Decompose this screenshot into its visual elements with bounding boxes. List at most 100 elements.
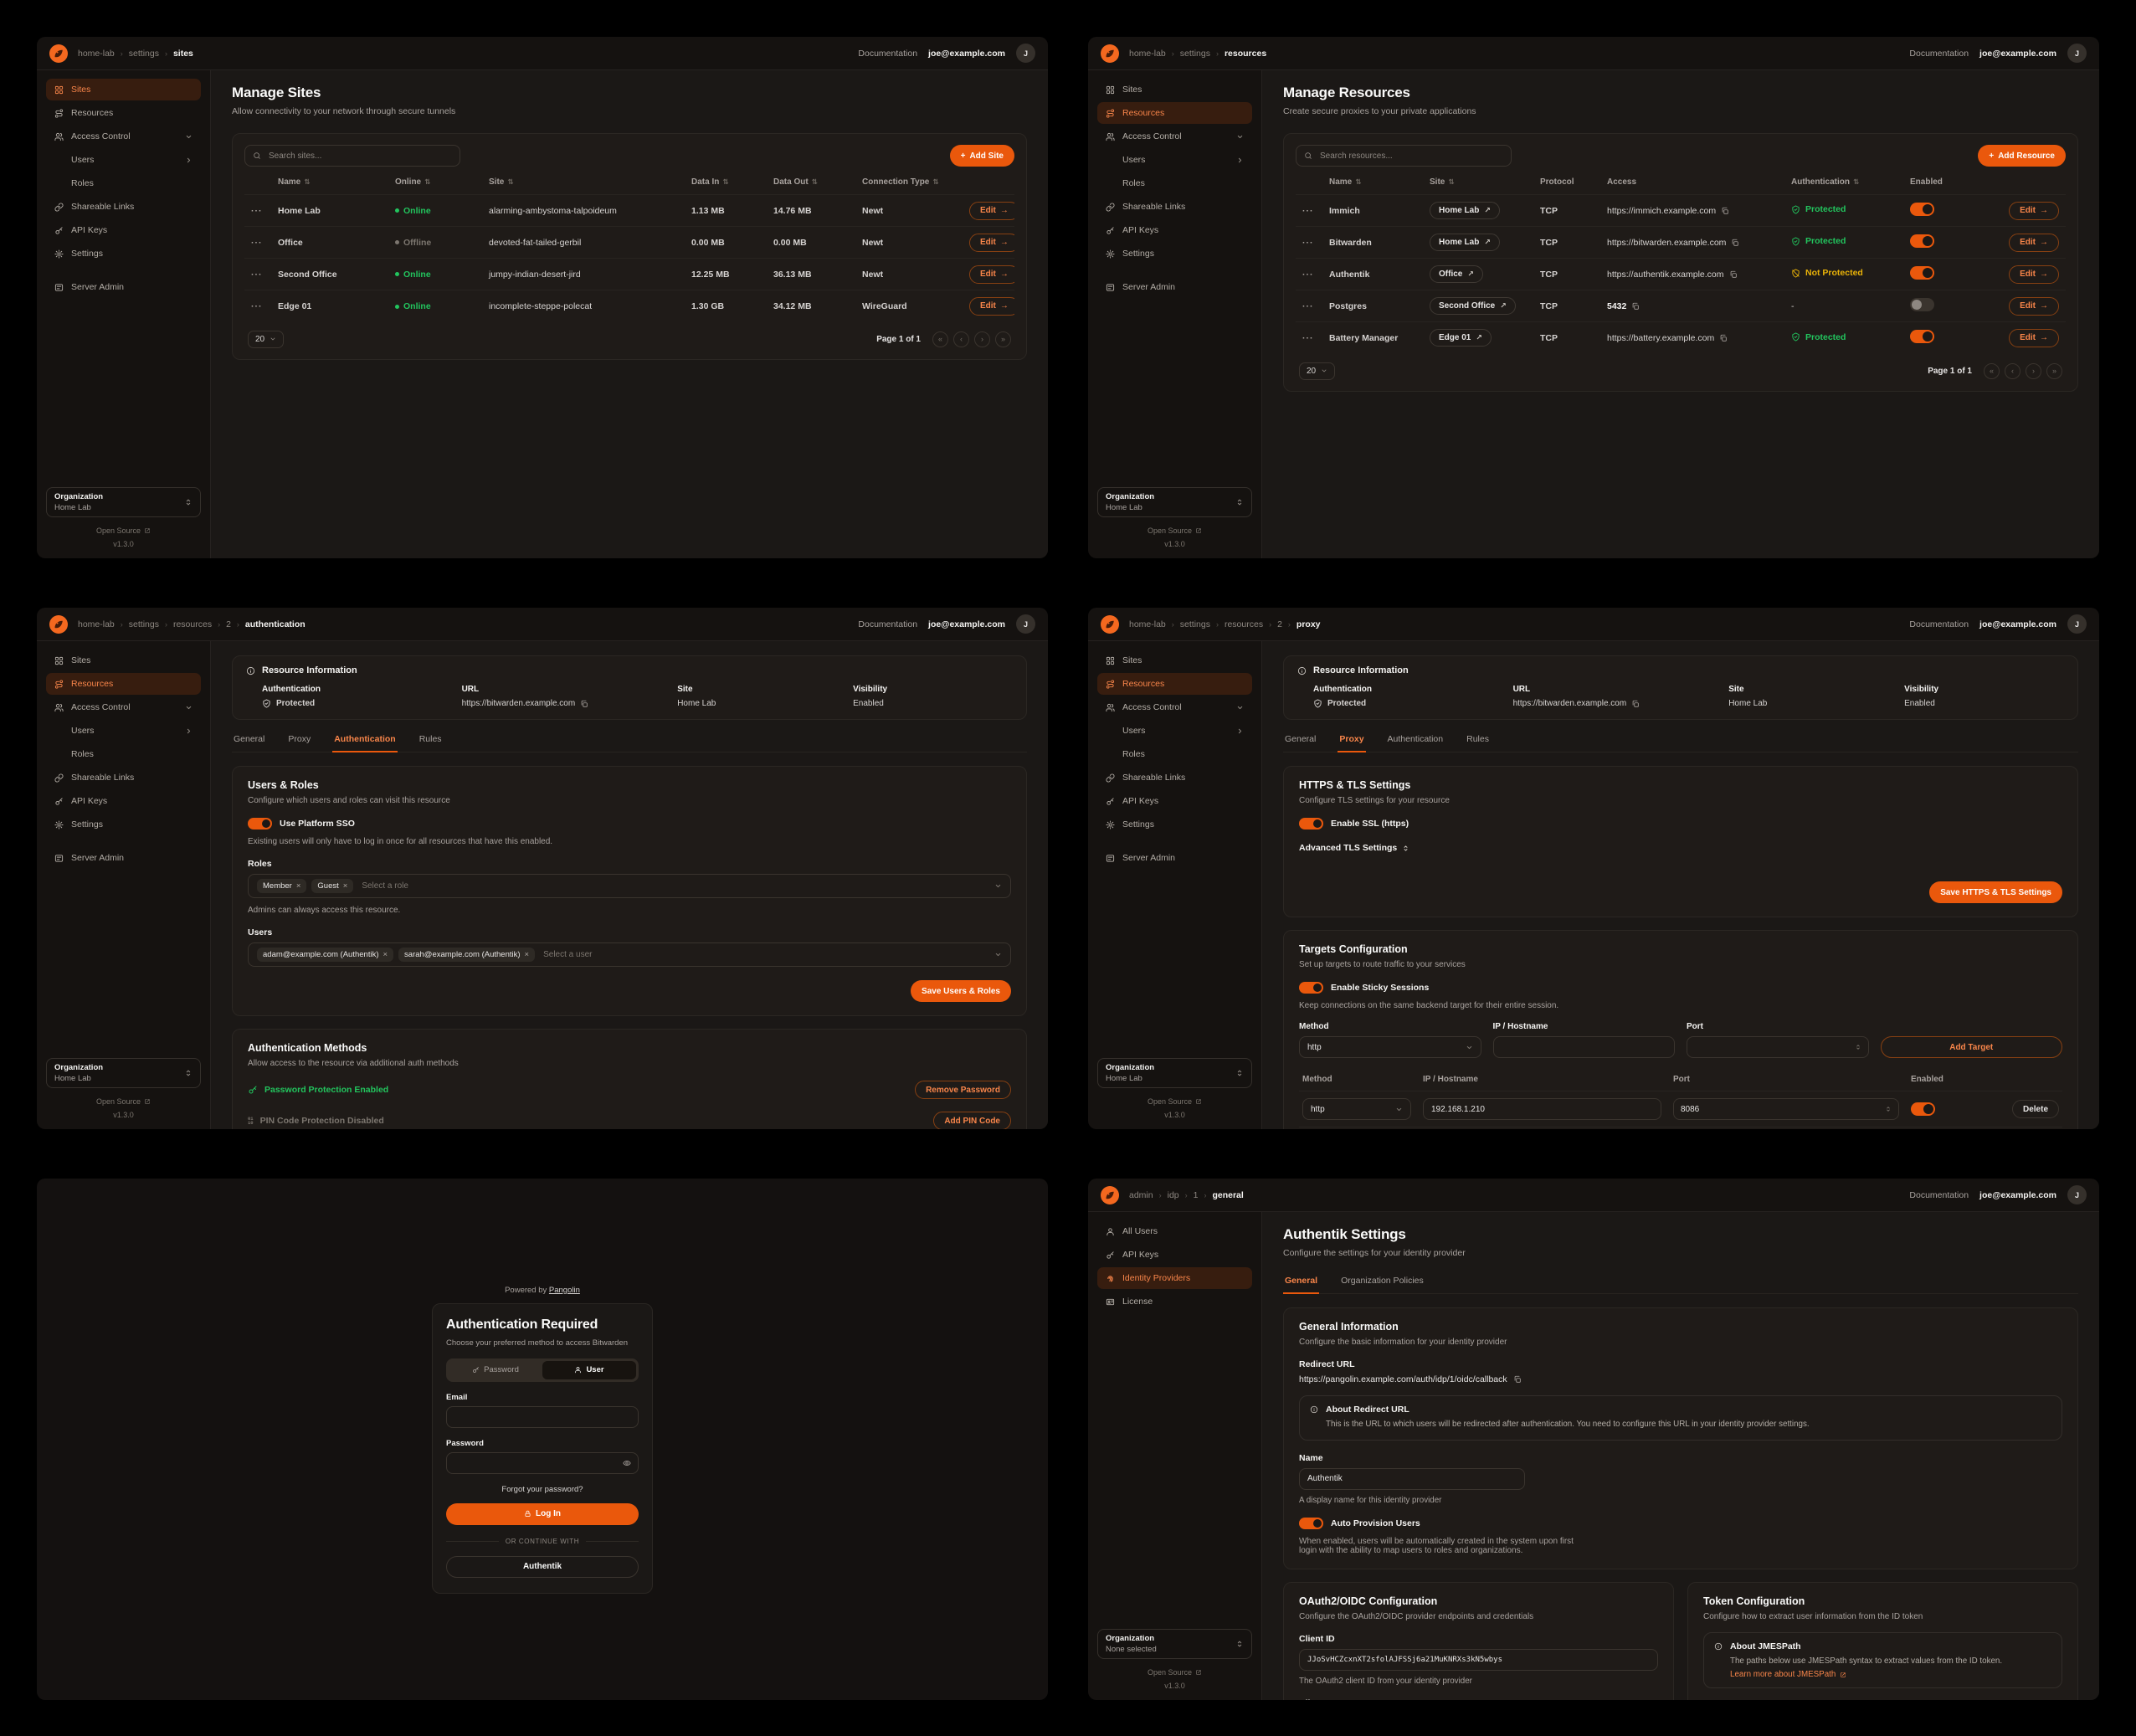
first-page-button[interactable]: «: [932, 331, 948, 347]
documentation-link[interactable]: Documentation: [1909, 1189, 1969, 1200]
enabled-toggle[interactable]: [1910, 203, 1934, 216]
copy-icon[interactable]: [1731, 239, 1739, 247]
sidebar-item-access-control[interactable]: Access Control: [1097, 126, 1252, 147]
pangolin-logo-icon[interactable]: [1101, 1186, 1119, 1204]
tab-authentication[interactable]: Authentication: [1387, 734, 1444, 744]
sidebar-item-server-admin[interactable]: Server Admin: [46, 276, 201, 298]
port-input[interactable]: [1687, 1036, 1869, 1058]
resource-url[interactable]: https://bitwarden.example.com: [461, 699, 576, 708]
breadcrumb-item[interactable]: settings: [1179, 619, 1210, 629]
breadcrumb-item[interactable]: admin: [1129, 1189, 1153, 1200]
sidebar-item-sites[interactable]: Sites: [1097, 650, 1252, 671]
edit-button[interactable]: Edit →: [969, 265, 1014, 284]
tab-authentication[interactable]: Authentication: [332, 728, 398, 752]
row-menu-button[interactable]: ···: [1302, 205, 1314, 216]
open-source-link[interactable]: Open Source: [96, 1097, 151, 1106]
tab-general[interactable]: General: [234, 734, 265, 744]
edit-button[interactable]: Edit →: [969, 201, 1014, 220]
sidebar-item-access-control[interactable]: Access Control: [46, 696, 201, 718]
site-link[interactable]: Edge 01 ↗: [1430, 329, 1492, 347]
tab-proxy[interactable]: Proxy: [288, 734, 311, 744]
site-link[interactable]: Second Office ↗: [1430, 297, 1516, 315]
tab-general[interactable]: General: [1285, 734, 1317, 744]
client-id-input[interactable]: [1299, 1648, 1658, 1671]
documentation-link[interactable]: Documentation: [858, 48, 918, 59]
search-input[interactable]: [244, 145, 460, 167]
add-resource-button[interactable]: + Add Resource: [1978, 145, 2066, 167]
row-menu-button[interactable]: ···: [1302, 269, 1314, 280]
sidebar-item-settings[interactable]: Settings: [46, 243, 201, 265]
advanced-tls-settings[interactable]: Advanced TLS Settings: [1299, 843, 2062, 853]
copy-icon[interactable]: [580, 700, 588, 708]
sidebar-item-server-admin[interactable]: Server Admin: [1097, 276, 1252, 298]
breadcrumb-item[interactable]: home-lab: [1129, 619, 1166, 629]
sticky-sessions-toggle[interactable]: [1299, 982, 1323, 994]
tab-rules[interactable]: Rules: [418, 734, 442, 744]
row-menu-button[interactable]: ···: [251, 269, 263, 280]
enabled-toggle[interactable]: [1910, 330, 1934, 344]
avatar[interactable]: J: [2067, 44, 2087, 63]
breadcrumb-item[interactable]: settings: [128, 619, 159, 629]
sidebar-item-settings[interactable]: Settings: [1097, 814, 1252, 835]
tab-rules[interactable]: Rules: [1466, 734, 1489, 744]
pangolin-logo-icon[interactable]: [1101, 44, 1119, 63]
sidebar-item-server-admin[interactable]: Server Admin: [46, 847, 201, 869]
user-email[interactable]: joe@example.com: [1979, 48, 2056, 59]
site-link[interactable]: Office ↗: [1430, 265, 1483, 283]
sidebar-item-access-control[interactable]: Access Control: [1097, 696, 1252, 718]
log-in-button[interactable]: Log In: [446, 1502, 639, 1525]
row-menu-button[interactable]: ···: [1302, 237, 1314, 248]
sidebar-item-shareable-links[interactable]: Shareable Links: [46, 767, 201, 788]
sidebar-item-server-admin[interactable]: Server Admin: [1097, 847, 1252, 869]
save-tls-button[interactable]: Save HTTPS & TLS Settings: [1929, 881, 2062, 903]
edit-button[interactable]: Edit →: [969, 233, 1014, 252]
pangolin-logo-icon[interactable]: [1101, 615, 1119, 634]
jmespath-learn-more-link[interactable]: Learn more about JMESPath: [1730, 1670, 1847, 1679]
breadcrumb-item[interactable]: idp: [1167, 1189, 1179, 1200]
documentation-link[interactable]: Documentation: [858, 619, 918, 629]
sidebar-item-shareable-links[interactable]: Shareable Links: [46, 196, 201, 218]
prev-page-button[interactable]: ‹: [953, 331, 969, 347]
sidebar-item-users[interactable]: Users: [46, 720, 201, 742]
user-email[interactable]: joe@example.com: [1979, 619, 2056, 629]
sidebar-item-roles[interactable]: Roles: [1097, 743, 1252, 765]
name-input[interactable]: [1299, 1467, 1525, 1490]
organization-selector[interactable]: Organization Home Lab: [1097, 487, 1252, 517]
user-email[interactable]: joe@example.com: [1979, 1189, 2056, 1200]
ip-hostname-input[interactable]: [1423, 1098, 1661, 1120]
tab-organization-policies[interactable]: Organization Policies: [1341, 1276, 1424, 1286]
roles-multiselect[interactable]: Member × Guest × Select a role: [248, 874, 1011, 898]
user-email[interactable]: joe@example.com: [928, 48, 1005, 59]
edit-button[interactable]: Edit →: [2009, 328, 2059, 347]
organization-selector[interactable]: Organization None selected: [1097, 1629, 1252, 1659]
add-pin-code-button[interactable]: Add PIN Code: [933, 1112, 1011, 1129]
prev-page-button[interactable]: ‹: [2005, 362, 2020, 379]
sidebar-item-users[interactable]: Users: [1097, 720, 1252, 742]
sidebar-item-sites[interactable]: Sites: [46, 79, 201, 100]
breadcrumb-item[interactable]: 2: [226, 619, 231, 629]
port-input[interactable]: 8086: [1673, 1098, 1899, 1120]
open-source-link[interactable]: Open Source: [1148, 1097, 1202, 1106]
last-page-button[interactable]: »: [2046, 362, 2062, 379]
avatar[interactable]: J: [2067, 1185, 2087, 1204]
documentation-link[interactable]: Documentation: [1909, 48, 1969, 59]
column-header-name[interactable]: Name ⇅: [278, 177, 311, 187]
tab-password[interactable]: Password: [449, 1361, 542, 1379]
sidebar-item-api-keys[interactable]: API Keys: [46, 219, 201, 241]
remove-password-button[interactable]: Remove Password: [915, 1081, 1011, 1099]
sidebar-item-settings[interactable]: Settings: [46, 814, 201, 835]
breadcrumb-item[interactable]: home-lab: [78, 48, 115, 59]
add-target-button[interactable]: Add Target: [1880, 1036, 2062, 1058]
edit-button[interactable]: Edit →: [969, 296, 1014, 316]
sidebar-item-roles[interactable]: Roles: [1097, 172, 1252, 194]
tab-proxy[interactable]: Proxy: [1338, 728, 1366, 752]
enabled-toggle[interactable]: [1910, 234, 1934, 248]
method-select[interactable]: http: [1302, 1098, 1411, 1120]
column-header-name[interactable]: Name ⇅: [1329, 177, 1362, 187]
remove-chip-icon[interactable]: ×: [383, 950, 388, 959]
row-menu-button[interactable]: ···: [1302, 300, 1314, 311]
column-header-authentication[interactable]: Authentication ⇅: [1791, 177, 1860, 187]
open-source-link[interactable]: Open Source: [1148, 1668, 1202, 1677]
last-page-button[interactable]: »: [995, 331, 1011, 347]
sidebar-item-roles[interactable]: Roles: [46, 743, 201, 765]
